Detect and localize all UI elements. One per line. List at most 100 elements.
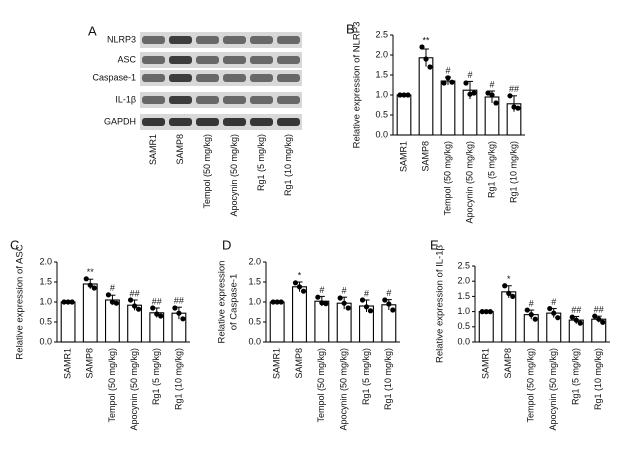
blot-band [250, 74, 273, 82]
data-point [91, 285, 97, 291]
blot-row-label: IL-1β [115, 94, 136, 104]
data-point [445, 75, 451, 81]
y-tick-label: 1.0 [375, 89, 388, 99]
data-point [274, 299, 280, 305]
blot-row-label: NLRP3 [107, 34, 136, 44]
x-tick-label: SAMR1 [481, 348, 491, 379]
x-tick-label: SAMP8 [420, 141, 430, 172]
blot-band [223, 118, 246, 126]
data-point [596, 316, 602, 322]
data-point [479, 309, 485, 315]
significance-label: * [507, 274, 511, 284]
blot-band [142, 56, 165, 64]
blot-band [196, 36, 219, 44]
significance-label: ** [422, 35, 430, 45]
x-tick-label: Rg1 (10 mg/kg) [173, 348, 183, 410]
data-point [524, 307, 530, 313]
data-point [510, 293, 516, 299]
blot-band [277, 36, 300, 44]
x-tick-label: Apocynin (50 mg/kg) [229, 134, 239, 217]
data-point [105, 292, 112, 298]
x-tick-label: Tempol (50 mg/kg) [202, 134, 212, 209]
data-point [569, 314, 575, 320]
significance-label: # [386, 288, 391, 298]
data-point [363, 304, 370, 310]
significance-label: ** [87, 267, 95, 277]
data-point [176, 310, 182, 316]
data-point [483, 309, 489, 315]
x-tick-label: SAMR1 [148, 134, 158, 165]
x-tick-label: Rg1 (10 mg/kg) [593, 348, 603, 410]
panel-label: E [430, 237, 439, 252]
significance-label: # [110, 283, 115, 293]
data-point [397, 92, 403, 98]
data-point [337, 295, 343, 301]
blot-band [223, 74, 246, 82]
data-point [292, 280, 299, 286]
significance-label: ## [152, 296, 162, 306]
data-point [113, 300, 120, 306]
data-point [401, 92, 407, 98]
bar [501, 291, 517, 343]
y-axis-label: Relative expression of NLRP3 [352, 22, 363, 149]
bar [314, 300, 330, 343]
blot-band [142, 36, 165, 44]
x-tick-label: Tempol (50 mg/kg) [526, 348, 536, 423]
data-point [449, 79, 455, 85]
y-tick-label: 0.0 [375, 129, 388, 139]
data-point [270, 299, 276, 305]
data-point [515, 105, 521, 111]
bar [292, 286, 307, 343]
significance-label: # [364, 288, 369, 298]
data-point [323, 301, 329, 307]
data-point [69, 299, 75, 305]
x-tick-label: Rg1 (5 mg/kg) [151, 348, 161, 405]
blot-band [223, 56, 246, 64]
data-point [485, 90, 491, 96]
blot-row-label: ASC [117, 54, 136, 64]
data-point [463, 80, 469, 86]
x-tick-label: SAMR1 [272, 348, 282, 379]
y-tick-label: 2.0 [248, 256, 261, 266]
panel-label: D [222, 237, 231, 252]
bar [269, 301, 285, 343]
y-tick-label: 1.5 [39, 276, 52, 286]
data-point [511, 104, 517, 110]
data-point [319, 300, 325, 306]
blot-band [196, 74, 219, 82]
x-tick-label: Apocynin (50 mg/kg) [129, 348, 139, 431]
blot-band [250, 96, 273, 104]
data-point [158, 313, 164, 319]
x-tick-label: SAMP8 [175, 134, 185, 165]
blot-band [250, 36, 273, 44]
blot-band [196, 56, 219, 64]
data-point [65, 299, 71, 305]
data-point [471, 90, 477, 96]
significance-label: # [489, 79, 494, 89]
blot-band [142, 74, 165, 82]
panel-label: C [10, 237, 19, 252]
data-point [577, 320, 583, 326]
x-tick-label: Apocynin (50 mg/kg) [464, 141, 474, 224]
blot-band [169, 36, 192, 44]
data-point [61, 299, 67, 305]
data-point [154, 311, 160, 317]
data-point [359, 297, 366, 303]
data-point [441, 80, 447, 86]
significance-label: # [319, 285, 324, 295]
x-tick-label: SAMP8 [503, 348, 513, 379]
data-point [315, 294, 321, 300]
data-point [135, 306, 142, 312]
data-point [423, 56, 429, 62]
significance-label: ## [594, 305, 604, 315]
significance-label: ## [130, 288, 140, 298]
blot-band [277, 56, 300, 64]
data-point [345, 305, 351, 311]
data-point [150, 305, 156, 311]
data-point [278, 299, 284, 305]
data-point [427, 64, 433, 70]
blot-band [250, 56, 273, 64]
y-tick-label: 1.0 [457, 306, 470, 316]
data-point [180, 316, 186, 322]
